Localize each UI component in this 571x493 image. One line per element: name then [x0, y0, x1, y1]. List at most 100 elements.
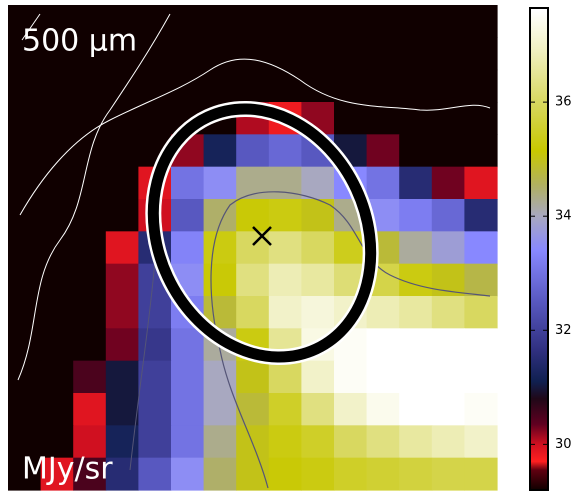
cell	[236, 263, 270, 297]
cell	[464, 263, 498, 297]
cell	[464, 199, 498, 232]
cell	[236, 37, 270, 71]
cell	[138, 69, 172, 103]
overlay	[17, 13, 491, 489]
cell	[40, 69, 74, 103]
cell	[366, 69, 400, 103]
cell	[366, 328, 400, 362]
cell	[138, 5, 172, 38]
cell	[73, 5, 107, 38]
cell	[8, 360, 42, 394]
cell	[138, 37, 172, 71]
beam	[147, 103, 377, 363]
cell	[431, 328, 465, 362]
cell	[203, 231, 237, 265]
cell	[268, 37, 302, 71]
cell	[105, 263, 139, 297]
cell	[301, 393, 335, 426]
cell	[138, 296, 172, 329]
cell	[105, 37, 139, 71]
cell	[431, 457, 465, 491]
cell	[236, 231, 270, 265]
cell	[105, 166, 139, 200]
cell	[203, 69, 237, 103]
cell	[431, 199, 465, 232]
cell	[464, 69, 498, 103]
cell	[399, 231, 433, 265]
cell	[73, 69, 107, 103]
cell	[105, 296, 139, 329]
cell	[105, 69, 139, 103]
cell	[73, 231, 107, 265]
cell	[334, 37, 368, 71]
cell	[203, 134, 237, 168]
cell	[301, 199, 335, 232]
cell	[431, 296, 465, 329]
cell	[8, 425, 42, 459]
cell	[236, 457, 270, 491]
cell	[399, 102, 433, 135]
cell	[268, 231, 302, 265]
cell	[236, 5, 270, 38]
cell	[366, 37, 400, 71]
cell	[236, 199, 270, 232]
cell	[236, 425, 270, 459]
cell	[105, 328, 139, 362]
cell	[431, 5, 465, 38]
cell	[105, 102, 139, 135]
cell	[268, 69, 302, 103]
cell	[431, 360, 465, 394]
cell	[40, 457, 74, 491]
cell	[399, 393, 433, 426]
cell	[138, 457, 172, 491]
cell	[399, 263, 433, 297]
cell	[171, 328, 205, 362]
cell	[171, 199, 205, 232]
cell	[171, 457, 205, 491]
cell	[40, 360, 74, 394]
cell	[399, 199, 433, 232]
cell	[73, 263, 107, 297]
cell	[464, 37, 498, 71]
cell	[301, 457, 335, 491]
cell	[334, 360, 368, 394]
cell	[73, 37, 107, 71]
cell	[105, 457, 139, 491]
cell	[171, 231, 205, 265]
cell	[73, 393, 107, 426]
cell	[399, 134, 433, 168]
cell	[105, 134, 139, 168]
colorbar-tick-label: 30	[555, 437, 571, 452]
colorbar-tick-label: 32	[555, 323, 571, 338]
contour	[210, 191, 491, 489]
annotation: MJy/sr	[22, 452, 113, 487]
cell	[431, 102, 465, 135]
cell	[40, 425, 74, 459]
cell	[464, 134, 498, 168]
cell	[301, 231, 335, 265]
cell	[301, 5, 335, 38]
cell	[138, 102, 172, 135]
cell	[366, 296, 400, 329]
cell	[73, 134, 107, 168]
cell	[268, 457, 302, 491]
cell	[138, 425, 172, 459]
cell	[334, 69, 368, 103]
cell	[268, 263, 302, 297]
cell	[268, 425, 302, 459]
cell	[399, 69, 433, 103]
cell	[268, 296, 302, 329]
cell	[236, 296, 270, 329]
cell	[105, 199, 139, 232]
cell	[301, 263, 335, 297]
cell	[366, 425, 400, 459]
cell	[73, 457, 107, 491]
cell	[431, 425, 465, 459]
cell	[301, 296, 335, 329]
cell	[8, 134, 42, 168]
cell	[431, 134, 465, 168]
cell	[203, 425, 237, 459]
cell	[399, 296, 433, 329]
cell	[399, 328, 433, 362]
cell	[301, 360, 335, 394]
